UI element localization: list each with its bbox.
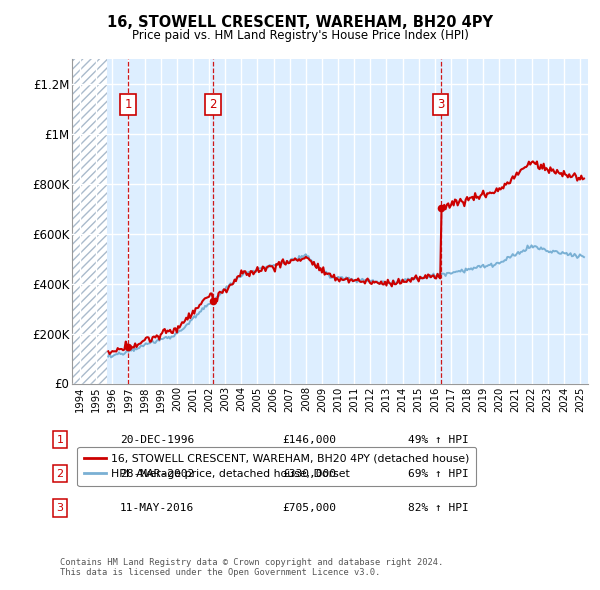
Text: £330,000: £330,000: [282, 469, 336, 478]
Text: Price paid vs. HM Land Registry's House Price Index (HPI): Price paid vs. HM Land Registry's House …: [131, 30, 469, 42]
Text: 1: 1: [56, 435, 64, 444]
Text: 69% ↑ HPI: 69% ↑ HPI: [408, 469, 469, 478]
Text: 16, STOWELL CRESCENT, WAREHAM, BH20 4PY: 16, STOWELL CRESCENT, WAREHAM, BH20 4PY: [107, 15, 493, 30]
Text: 2: 2: [56, 469, 64, 478]
Text: 20-DEC-1996: 20-DEC-1996: [120, 435, 194, 444]
Legend: 16, STOWELL CRESCENT, WAREHAM, BH20 4PY (detached house), HPI: Average price, de: 16, STOWELL CRESCENT, WAREHAM, BH20 4PY …: [77, 447, 476, 486]
Text: 3: 3: [56, 503, 64, 513]
Text: £705,000: £705,000: [282, 503, 336, 513]
Text: 11-MAY-2016: 11-MAY-2016: [120, 503, 194, 513]
Text: 82% ↑ HPI: 82% ↑ HPI: [408, 503, 469, 513]
Text: 3: 3: [437, 98, 445, 111]
Bar: [72, 59, 107, 384]
Text: 1: 1: [124, 98, 132, 111]
Text: 2: 2: [209, 98, 217, 111]
Text: Contains HM Land Registry data © Crown copyright and database right 2024.
This d: Contains HM Land Registry data © Crown c…: [60, 558, 443, 577]
Text: 49% ↑ HPI: 49% ↑ HPI: [408, 435, 469, 444]
Text: £146,000: £146,000: [282, 435, 336, 444]
Text: 28-MAR-2002: 28-MAR-2002: [120, 469, 194, 478]
